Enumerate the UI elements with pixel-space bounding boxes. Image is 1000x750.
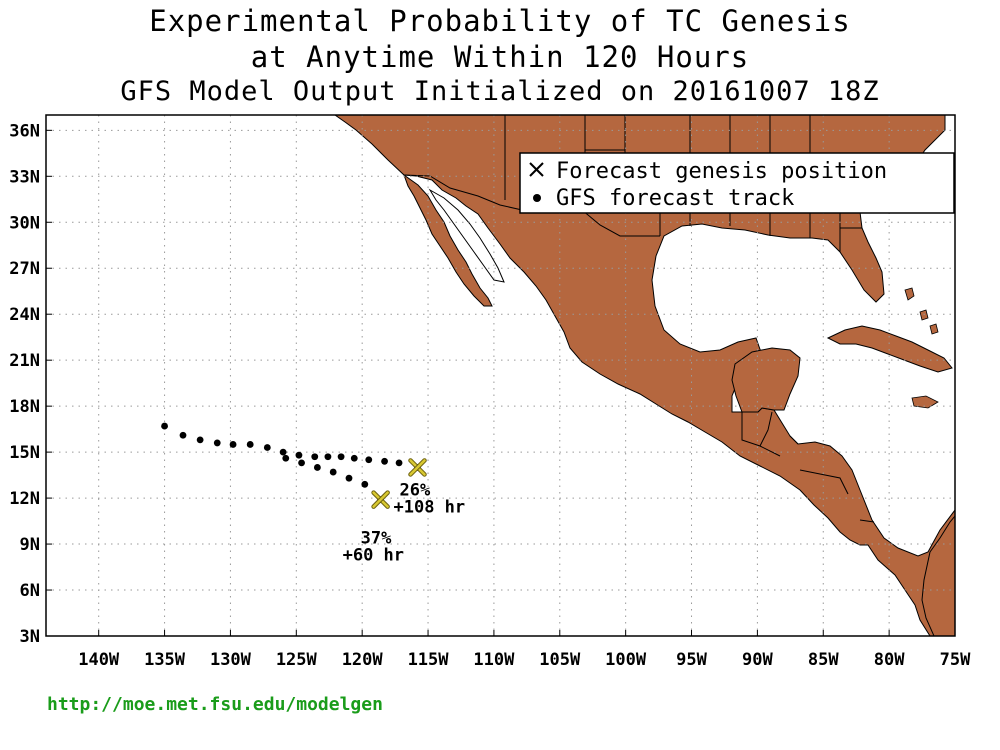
- footer-url-link[interactable]: http://moe.met.fsu.edu/modelgen: [47, 694, 383, 715]
- cuba-landmass: [826, 325, 953, 373]
- title-line-2: at Anytime Within 120 Hours: [250, 40, 750, 74]
- lat-tick-label: 12N: [9, 489, 40, 509]
- track-point: [345, 474, 353, 482]
- track-point: [311, 453, 319, 461]
- lon-tick-label: 80W: [874, 650, 905, 670]
- lat-tick-label: 24N: [9, 305, 40, 325]
- lon-tick-label: 105W: [539, 650, 581, 670]
- baja-california-landmass: [402, 173, 493, 307]
- track-point: [295, 451, 303, 459]
- lon-tick-label: 120W: [342, 650, 384, 670]
- track-point: [279, 448, 287, 456]
- title-line-3: GFS Model Output Initialized on 20161007…: [120, 76, 880, 107]
- map-frame: [45, 114, 956, 637]
- lat-tick-label: 18N: [9, 397, 40, 417]
- jamaica-island: [911, 395, 939, 409]
- track-point: [246, 441, 254, 448]
- genesis-probability-label: 37%: [361, 529, 392, 549]
- lat-tick-label: 21N: [9, 351, 40, 371]
- lon-tick-label: 110W: [473, 650, 515, 670]
- track-point: [213, 439, 221, 447]
- lat-lon-grid: [46, 115, 955, 636]
- dot-icon: [533, 194, 541, 202]
- genesis-probability-label: 26%: [400, 480, 431, 500]
- lat-tick-label: 36N: [9, 121, 40, 141]
- south-america-landmass: [921, 515, 955, 636]
- track-point: [350, 454, 358, 462]
- lon-tick-label: 90W: [742, 650, 773, 670]
- track-point: [395, 459, 403, 467]
- lat-tick-label: 27N: [9, 259, 40, 279]
- lon-tick-label: 100W: [605, 650, 647, 670]
- lat-tick-label: 30N: [9, 213, 40, 233]
- legend-box: [519, 152, 955, 214]
- lon-tick-label: 75W: [940, 650, 971, 670]
- yucatan-peninsula: [731, 347, 801, 413]
- lon-tick-label: 85W: [808, 650, 839, 670]
- longitude-axis: 140W 135W 130W 125W 120W 115W 110W 105W 100W 95W 9…: [78, 630, 971, 670]
- lat-tick-label: 6N: [20, 581, 40, 601]
- track-point: [381, 457, 388, 465]
- title-line-1: Experimental Probability of TC Genesis: [149, 4, 851, 38]
- lat-tick-label: 15N: [9, 443, 40, 463]
- bahamas-islands: [904, 287, 939, 335]
- track-point: [361, 480, 369, 488]
- genesis-lead-time-label: +60 hr: [343, 546, 404, 566]
- track-point: [298, 459, 305, 467]
- track-point: [324, 453, 332, 461]
- gulf-of-california: [428, 188, 505, 283]
- track-point: [229, 441, 237, 448]
- track-point: [263, 444, 271, 451]
- forecast-track: [161, 422, 421, 504]
- lat-tick-label: 3N: [20, 627, 40, 647]
- track-point: [161, 422, 168, 430]
- track-point: [179, 431, 187, 439]
- genesis-lead-time-label: +108 hr: [394, 497, 466, 517]
- lon-tick-label: 125W: [276, 650, 318, 670]
- legend: Forecast genesis position GFS forecast t…: [519, 152, 955, 214]
- track-point: [196, 436, 204, 444]
- legend-track-label: GFS forecast track: [556, 186, 794, 211]
- genesis-marker: [371, 490, 390, 509]
- lon-tick-label: 130W: [210, 650, 252, 670]
- lon-tick-label: 135W: [144, 650, 186, 670]
- track-point: [313, 464, 321, 471]
- lon-tick-label: 115W: [408, 650, 450, 670]
- x-mark-icon: [529, 162, 544, 177]
- north-america-landmass: [334, 115, 955, 636]
- lon-tick-label: 140W: [78, 650, 120, 670]
- track-point: [365, 456, 373, 464]
- latitude-axis: 3N 6N 9N 12N 15N 18N 21N 24N 27N 30N 33N 36N: [9, 121, 52, 647]
- genesis-marker: [408, 458, 427, 477]
- track-point: [282, 454, 290, 462]
- track-point: [329, 468, 337, 476]
- lat-tick-label: 9N: [20, 535, 40, 555]
- legend-genesis-label: Forecast genesis position: [556, 159, 887, 184]
- lon-tick-label: 95W: [676, 650, 707, 670]
- lat-tick-label: 33N: [9, 167, 40, 187]
- track-point: [337, 453, 345, 461]
